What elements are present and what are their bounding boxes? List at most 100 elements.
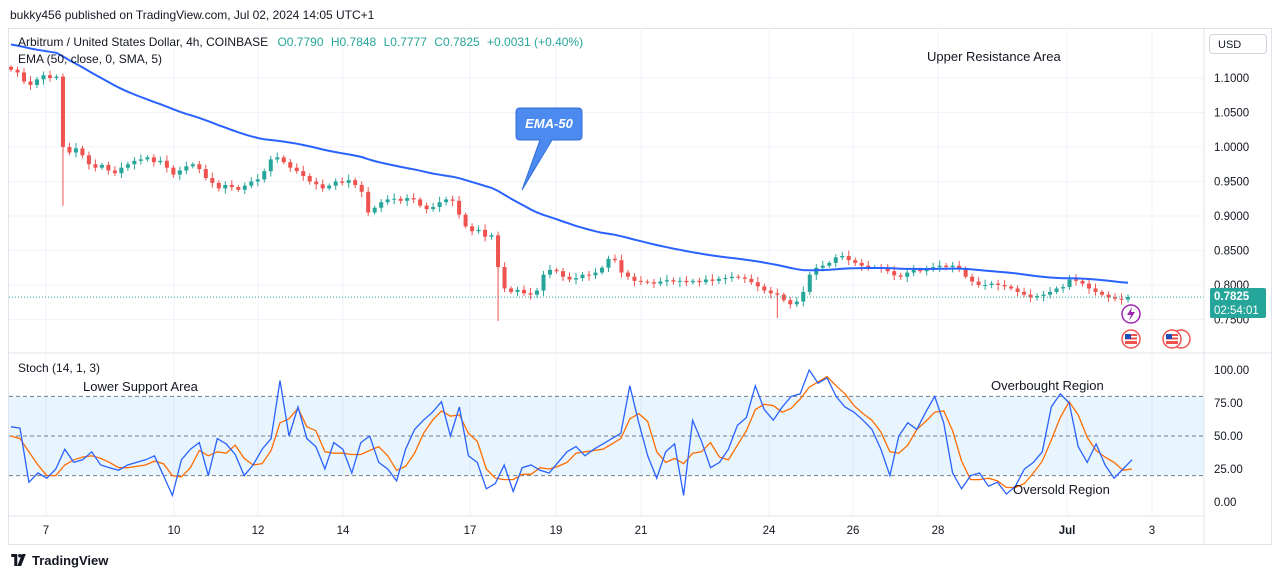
currency-button[interactable]: USD: [1209, 34, 1267, 54]
candle-body: [8, 66, 14, 70]
candle-body: [723, 278, 728, 280]
candle-body: [476, 229, 481, 232]
ohlc-high: H0.7848: [330, 35, 377, 49]
candle: [314, 177, 319, 190]
stoch-tick-label: 50.00: [1214, 431, 1243, 443]
candle: [67, 142, 72, 156]
candle-body: [970, 276, 975, 282]
stoch-k-line: [10, 368, 1133, 498]
candle: [931, 262, 936, 272]
candle-body: [60, 76, 65, 147]
overbought-label: Overbought Region: [991, 378, 1104, 393]
lightning-icon[interactable]: [1121, 304, 1141, 324]
us-flag-events-group-icon[interactable]: [1162, 329, 1191, 349]
candle: [846, 250, 851, 265]
candle: [710, 274, 715, 286]
candle: [606, 255, 611, 273]
us-flag-event-icon[interactable]: [1121, 329, 1141, 349]
candle-body: [898, 275, 903, 277]
bar-countdown: 02:54:01: [1214, 305, 1259, 317]
candle-body: [677, 280, 682, 282]
candle: [1074, 274, 1079, 286]
last-price-tag: 0.7825 02:54:01: [1210, 288, 1266, 318]
candle-body: [346, 180, 351, 183]
stoch-axis[interactable]: 100.00 75.00 50.00 25.00 0.00: [1214, 365, 1249, 509]
time-axis[interactable]: 7 10 12 14 17 19 21 24 26 28 Jul 3: [43, 525, 1155, 537]
candle-body: [541, 274, 546, 291]
tradingview-brand: TradingView: [32, 553, 109, 568]
ema-legend[interactable]: EMA (50, close, 0, SMA, 5): [18, 52, 163, 66]
candle-body: [827, 262, 832, 266]
candle-body: [379, 202, 384, 208]
candle: [320, 179, 325, 193]
time-tick-label: 10: [168, 525, 181, 537]
candle-body: [450, 199, 455, 201]
time-tick-label: 28: [932, 525, 945, 537]
candle-body: [651, 282, 656, 284]
candle-body: [1119, 298, 1124, 300]
candle-body: [1080, 280, 1085, 284]
stoch-legend[interactable]: Stoch (14, 1, 3): [18, 361, 101, 375]
candle-body: [950, 265, 955, 268]
stoch-tick-label: 75.00: [1214, 398, 1243, 410]
candle-body: [820, 265, 825, 268]
candle: [242, 182, 247, 195]
candle: [301, 165, 306, 181]
price-tick-label: 1.1000: [1214, 73, 1249, 85]
candle: [502, 262, 507, 293]
candle-body: [242, 185, 247, 190]
candle-body: [132, 160, 137, 165]
candle: [684, 276, 689, 286]
candle: [216, 180, 221, 192]
candle: [976, 277, 981, 288]
candle: [483, 224, 488, 242]
candle: [125, 161, 130, 171]
ohlc-low: L0.7777: [383, 35, 427, 49]
candle-body: [1054, 288, 1059, 292]
candle-body: [625, 272, 630, 277]
candle: [593, 267, 598, 280]
candle: [197, 161, 202, 174]
candle-body: [671, 280, 676, 282]
candle-body: [80, 148, 85, 156]
candle: [1119, 293, 1124, 305]
candle: [41, 71, 46, 85]
candle: [957, 260, 962, 273]
candle-body: [710, 279, 715, 281]
candle: [392, 193, 397, 205]
candle: [457, 195, 462, 219]
candle-body: [1067, 279, 1072, 288]
candle: [1035, 293, 1040, 301]
price-axis[interactable]: 1.10001.05001.00000.95000.90000.85000.80…: [1214, 73, 1249, 327]
stoch-tick-label: 100.00: [1214, 365, 1249, 377]
candle: [249, 177, 254, 189]
candle-body: [716, 278, 721, 281]
candle-body: [573, 278, 579, 280]
candle-body: [184, 166, 189, 171]
candle: [177, 166, 182, 180]
candle-body: [567, 276, 572, 280]
candle: [210, 172, 215, 188]
candle-body: [599, 267, 604, 273]
candle-body: [1100, 291, 1105, 295]
symbol-legend[interactable]: Arbitrum / United States Dollar, 4h, COI…: [18, 35, 583, 49]
candle: [645, 279, 650, 285]
candle-body: [34, 79, 39, 85]
candle: [716, 276, 721, 285]
candle-body: [294, 167, 299, 172]
candle-body: [112, 170, 117, 174]
candle-body: [119, 167, 124, 174]
candle-body: [528, 293, 533, 295]
candle: [164, 155, 169, 173]
candle-body: [522, 289, 527, 294]
candle: [736, 274, 741, 280]
candle: [86, 151, 91, 170]
candle: [171, 165, 176, 178]
candle: [677, 277, 682, 287]
tradingview-footer[interactable]: TradingView: [10, 553, 108, 568]
chart-frame[interactable]: [8, 28, 1272, 545]
candle-body: [106, 164, 111, 171]
candle: [1009, 284, 1014, 291]
candle: [749, 274, 754, 285]
